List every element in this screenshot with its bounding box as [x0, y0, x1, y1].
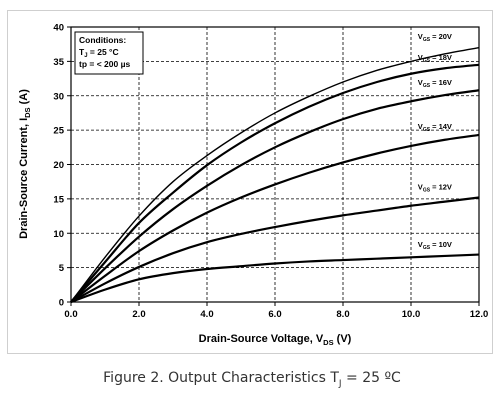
- conditions-title: Conditions:: [79, 35, 126, 45]
- x-axis-title: Drain-Source Voltage, VDS (V): [199, 333, 352, 347]
- conditions-temperature: TJ = 25 °C: [79, 47, 119, 59]
- series-label-0: VGS = 20V: [418, 32, 452, 43]
- x-tick-label: 10.0: [402, 309, 421, 320]
- y-tick-label: 30: [53, 91, 64, 102]
- series-line-2: [70, 89, 480, 303]
- conditions-pulse: tp = < 200 µs: [79, 59, 130, 69]
- series-label-4: VGS = 12V: [418, 183, 452, 194]
- x-tick-label: 0.0: [64, 309, 77, 320]
- y-tick-label: 5: [59, 263, 65, 274]
- series-line-3: [70, 133, 480, 303]
- figure-frame: 0.0 2.0 4.0 6.0 8.0 10.0 12.0 0 5 10 15 20 25 30 35 40 …: [7, 10, 493, 354]
- x-tick-label: 4.0: [200, 309, 213, 320]
- series-line-0: [70, 46, 480, 303]
- output-characteristics-chart: 0.0 2.0 4.0 6.0 8.0 10.0 12.00510152025303540 …: [18, 23, 488, 348]
- figure-caption: Figure 2. Output Characteristics TJ = 25…: [103, 370, 401, 389]
- y-tick-label: 20: [53, 160, 64, 171]
- y-tick-label: 0: [59, 298, 64, 309]
- series-line-1: [70, 63, 480, 303]
- y-tick-label: 35: [53, 57, 64, 68]
- series-curves: [70, 46, 480, 304]
- series-label-3: VGS = 14V: [418, 122, 452, 133]
- axis-ticks: 0.0 2.0 4.0 6.0 8.0 10.0 12.0 0 5 10 15 20 25 30 35 40: [53, 23, 488, 321]
- y-tick-label: 10: [53, 229, 64, 240]
- series-line-5: [70, 253, 480, 304]
- y-tick-label: 25: [53, 126, 64, 137]
- x-tick-label: 8.0: [336, 309, 349, 320]
- x-tick-label: 2.0: [132, 309, 145, 320]
- series-label-5: VGS = 10V: [418, 240, 452, 251]
- y-axis-title: Drain-Source Current, IDS (A): [18, 89, 32, 239]
- series-line-4: [70, 196, 480, 303]
- y-tick-label: 15: [53, 194, 64, 205]
- x-tick-label: 12.0: [470, 309, 489, 320]
- series-label-1: VGS = 18V: [418, 53, 452, 64]
- series-labels: VGS = 20V VGS = 18V VGS = 16V VGS = 14V VGS …: [418, 32, 452, 251]
- series-label-2: VGS = 16V: [418, 78, 452, 89]
- x-tick-label: 6.0: [268, 309, 281, 320]
- y-tick-label: 40: [53, 23, 64, 34]
- conditions-box: Conditions: TJ = 25 °C tp = < 200 µs: [74, 31, 144, 75]
